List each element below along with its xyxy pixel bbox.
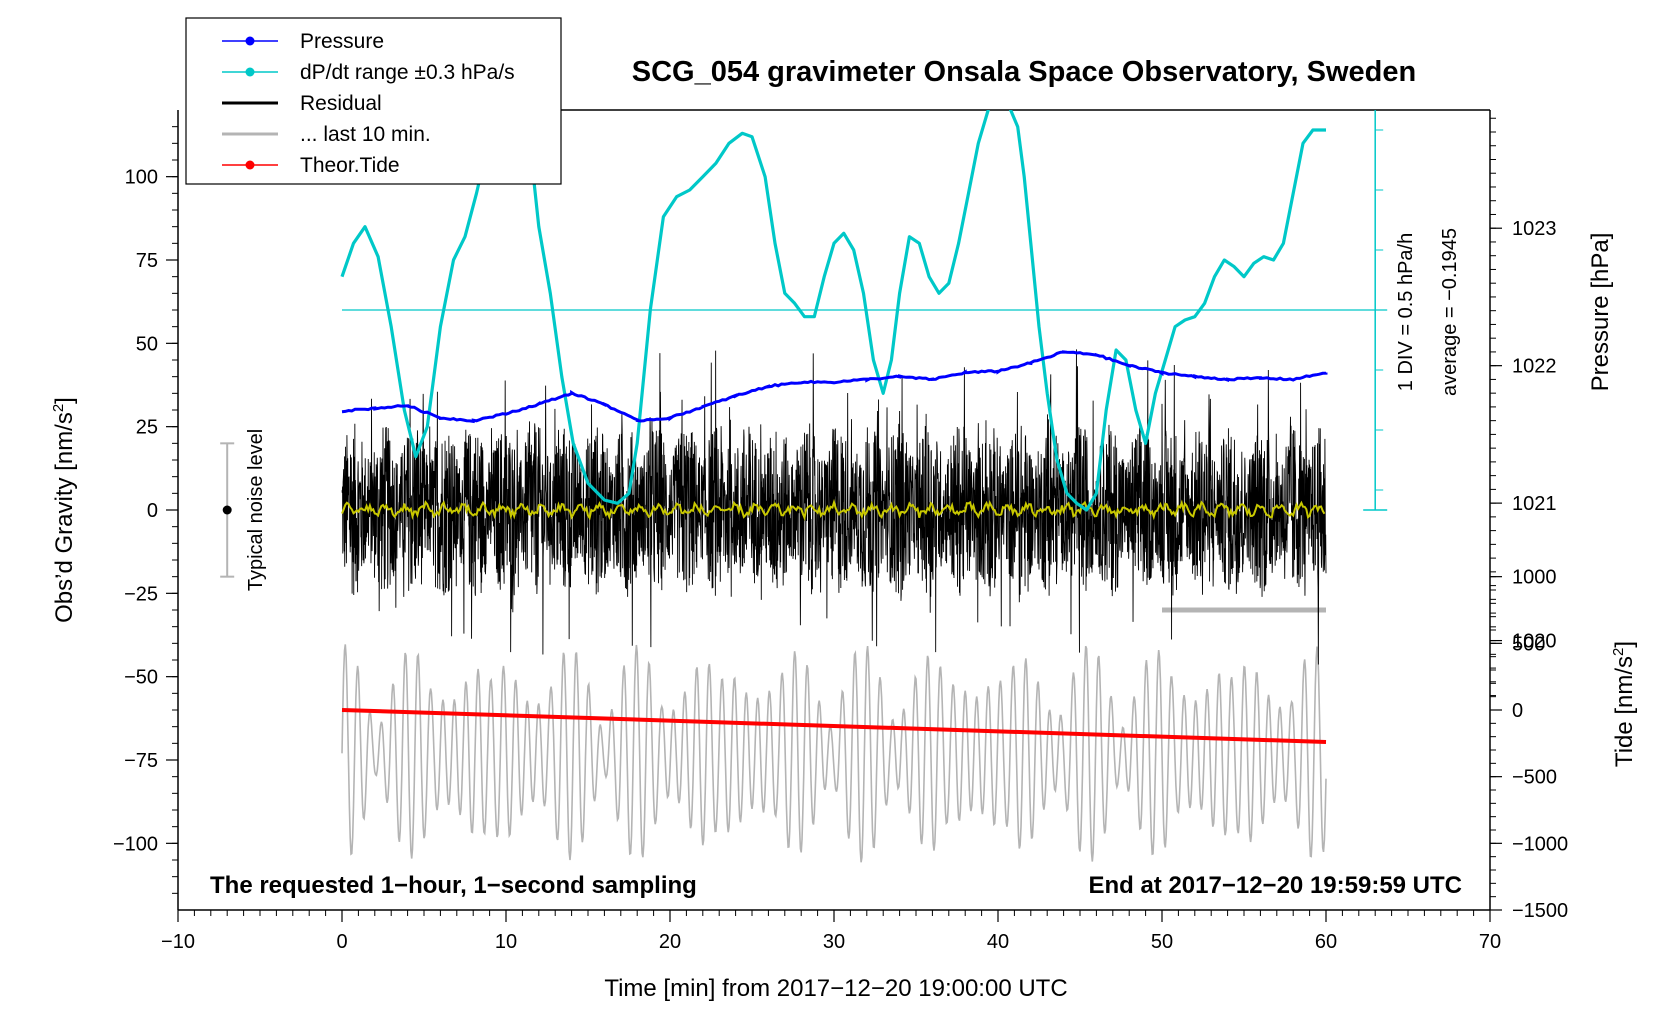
x-tick-label: 10 [495,931,517,953]
legend-marker [245,67,255,77]
dpdt-average-label: average = −0.1945 [1439,228,1461,396]
pressure-tick-label: 1020 [1512,631,1557,653]
tide-axis-label-sup: 2 [1610,648,1627,656]
series-residual [341,349,1327,665]
x-tick-label: 30 [823,931,845,953]
x-tick-label: −10 [161,931,195,953]
y-axis-label-end: ] [51,397,78,404]
pressure-tick-label: 1021 [1512,493,1557,515]
legend-marker [245,160,255,170]
dpdt-div-label: 1 DIV = 0.5 hPa/h [1395,233,1417,391]
tide-axis-label-end: ] [1611,641,1638,648]
y-tick-label: 25 [136,417,158,439]
x-tick-label: 40 [987,931,1009,953]
x-axis-ticks: −10 0 10 20 30 40 50 60 70 [161,910,1501,953]
pressure-axis-ticks: 1020 1021 1022 1023 [1490,117,1557,697]
tide-axis-label: Tide [nm/s2] [1610,641,1638,767]
chart-title: SCG_054 gravimeter Onsala Space Observat… [632,56,1416,88]
legend: Pressure dP/dt range ±0.3 hPa/s Residual..… [185,17,562,185]
pressure-tick-label: 1023 [1512,218,1557,240]
y-tick-label: −50 [124,667,158,689]
y-tick-label: −75 [124,750,158,772]
pressure-axis-label: Pressure [hPa] [1587,233,1614,392]
tide-tick-label: 500 [1512,633,1545,655]
tide-tick-label: 1000 [1512,567,1557,589]
x-axis-label: Time [min] from 2017−12−20 19:00:00 UTC [604,975,1067,1002]
legend-label: Residual [300,92,382,115]
y-tick-label: 0 [147,500,158,522]
tide-tick-label: −500 [1512,767,1557,789]
legend-label: Theor.Tide [300,154,400,177]
noise-level-indicator: Typical noise level [220,429,267,591]
pressure-tick-label: 1022 [1512,356,1557,378]
y-axis-label-main: Obs’d Gravity [nm/s [51,412,78,623]
y-tick-label: −25 [124,583,158,605]
tide-axis-label-main: Tide [nm/s [1611,656,1638,767]
series-residual-smoothed [341,498,1326,522]
y-axis-label-sup: 2 [50,404,67,412]
tide-axis-ticks: −1500 −1000 −500 0 500 1000 [1490,567,1568,922]
tide-tick-label: −1000 [1512,833,1568,855]
annotation-requested-sampling: The requested 1−hour, 1−second sampling [210,872,697,899]
legend-label: Pressure [300,30,384,53]
x-tick-label: 60 [1315,931,1337,953]
y-axis-ticks: −100 −75 −50 −25 0 25 50 75 100 [113,126,178,894]
y-tick-label: 100 [125,167,158,189]
legend-box [185,17,562,185]
y-axis-label: Obs’d Gravity [nm/s2] [50,397,78,623]
series-last-10-min [341,644,1327,863]
legend-label: ... last 10 min. [300,123,431,146]
series-theor-tide [341,708,1327,744]
annotation-end-time: End at 2017−12−20 19:59:59 UTC [1088,872,1462,899]
x-tick-label: 0 [336,931,347,953]
tide-tick-label: 0 [1512,700,1523,722]
noise-level-label: Typical noise level [245,429,267,591]
noise-bar-dot [222,505,232,515]
x-tick-label: 20 [659,931,681,953]
y-tick-label: 50 [136,333,158,355]
y-tick-label: −100 [113,833,158,855]
x-tick-label: 70 [1479,931,1501,953]
x-tick-label: 50 [1151,931,1173,953]
series-pressure [341,350,1328,424]
tide-tick-label: −1500 [1512,900,1568,922]
legend-label: dP/dt range ±0.3 hPa/s [300,61,515,84]
legend-marker [245,36,255,46]
y-tick-label: 75 [136,250,158,272]
